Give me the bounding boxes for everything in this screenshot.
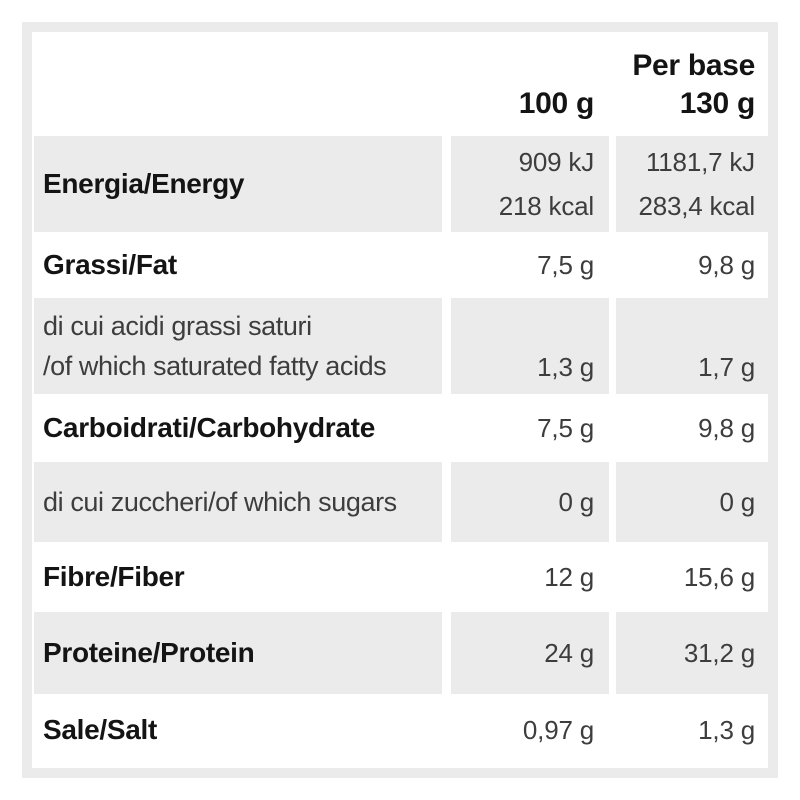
table-frame: 100 g Per base 130 g Energia/Energy 909 … bbox=[22, 22, 778, 778]
row-salt: Sale/Salt 0,97 g 1,3 g bbox=[34, 699, 768, 761]
row-fiber: Fibre/Fiber 12 g 15,6 g bbox=[34, 547, 768, 607]
row-carbohydrate-label-cell: Carboidrati/Carbohydrate bbox=[34, 399, 442, 457]
row-sugars-per-base-cell: 0 g bbox=[616, 462, 768, 542]
per-base-header-line1: Per base bbox=[632, 49, 755, 82]
row-salt-per-base-cell: 1,3 g bbox=[616, 699, 768, 761]
row-carbohydrate-per-base-cell: 9,8 g bbox=[616, 399, 768, 457]
row-sugars: di cui zuccheri/of which sugars 0 g 0 g bbox=[34, 462, 768, 542]
value-per-base: 31,2 g bbox=[683, 638, 755, 668]
row-carbohydrate-per-100g-cell: 7,5 g bbox=[451, 399, 609, 457]
value-per-100g: 7,5 g bbox=[537, 413, 594, 443]
row-fiber-per-100g-cell: 12 g bbox=[451, 547, 609, 607]
header-empty-cell bbox=[34, 39, 442, 131]
value-per-100g: 0 g bbox=[558, 487, 594, 517]
row-carbohydrate: Carboidrati/Carbohydrate 7,5 g 9,8 g bbox=[34, 399, 768, 457]
value-per-base: 1,3 g bbox=[698, 715, 755, 745]
row-label: Proteine/Protein bbox=[43, 637, 255, 668]
value-per-base: 0 g bbox=[719, 487, 755, 517]
per-base-header-line2: 130 g bbox=[679, 87, 756, 120]
value-per-100g: 12 g bbox=[544, 562, 594, 592]
value-kcal-per-base: 283,4 kcal bbox=[638, 191, 755, 221]
row-sugars-per-100g-cell: 0 g bbox=[451, 462, 609, 542]
row-salt-per-100g-cell: 0,97 g bbox=[451, 699, 609, 761]
row-label-line2: /of which saturated fatty acids bbox=[43, 351, 387, 381]
value-per-100g: 1,3 g bbox=[537, 352, 594, 382]
row-fiber-label-cell: Fibre/Fiber bbox=[34, 547, 442, 607]
value-per-100g: 24 g bbox=[544, 638, 594, 668]
row-saturated-fat: di cui acidi grassi saturi /of which sat… bbox=[34, 298, 768, 394]
row-protein-per-base-cell: 31,2 g bbox=[616, 612, 768, 694]
value-kcal-per-100g: 218 kcal bbox=[498, 191, 594, 221]
row-protein: Proteine/Protein 24 g 31,2 g bbox=[34, 612, 768, 694]
table-header: 100 g Per base 130 g bbox=[34, 39, 768, 131]
row-energy-per-100g-cell: 909 kJ 218 kcal bbox=[451, 136, 609, 232]
value-per-100g: 0,97 g bbox=[522, 715, 594, 745]
row-energy: Energia/Energy 909 kJ 218 kcal 1181,7 kJ… bbox=[34, 136, 768, 232]
column-header-per-100g: 100 g bbox=[451, 39, 609, 131]
row-label: di cui zuccheri/of which sugars bbox=[43, 487, 397, 517]
per-100g-header-label: 100 g bbox=[518, 87, 595, 120]
value-per-base: 9,8 g bbox=[698, 413, 755, 443]
row-saturated-fat-per-base-cell: 1,7 g bbox=[616, 298, 768, 394]
value-kj-per-base: 1181,7 kJ bbox=[645, 147, 755, 177]
value-kj-per-100g: 909 kJ bbox=[518, 147, 595, 177]
row-fat-per-base-cell: 9,8 g bbox=[616, 237, 768, 293]
row-label-line1: di cui acidi grassi saturi bbox=[43, 311, 312, 341]
row-label: Carboidrati/Carbohydrate bbox=[43, 412, 375, 443]
value-per-100g: 7,5 g bbox=[537, 250, 594, 280]
row-sugars-label-cell: di cui zuccheri/of which sugars bbox=[34, 462, 442, 542]
row-saturated-fat-per-100g-cell: 1,3 g bbox=[451, 298, 609, 394]
value-per-base: 9,8 g bbox=[698, 250, 755, 280]
row-energy-per-base-cell: 1181,7 kJ 283,4 kcal bbox=[616, 136, 768, 232]
row-salt-label-cell: Sale/Salt bbox=[34, 699, 442, 761]
row-fat: Grassi/Fat 7,5 g 9,8 g bbox=[34, 237, 768, 293]
row-label: Energia/Energy bbox=[43, 168, 245, 199]
row-energy-label-cell: Energia/Energy bbox=[34, 136, 442, 232]
row-protein-label-cell: Proteine/Protein bbox=[34, 612, 442, 694]
column-header-per-base: Per base 130 g bbox=[616, 39, 768, 131]
row-label: Grassi/Fat bbox=[43, 249, 177, 280]
row-fat-per-100g-cell: 7,5 g bbox=[451, 237, 609, 293]
row-label: Fibre/Fiber bbox=[43, 561, 185, 592]
value-per-base: 15,6 g bbox=[683, 562, 755, 592]
row-label: Sale/Salt bbox=[43, 714, 158, 745]
row-saturated-fat-label-cell: di cui acidi grassi saturi /of which sat… bbox=[34, 298, 442, 394]
row-fiber-per-base-cell: 15,6 g bbox=[616, 547, 768, 607]
row-protein-per-100g-cell: 24 g bbox=[451, 612, 609, 694]
value-per-base: 1,7 g bbox=[698, 352, 755, 382]
row-fat-label-cell: Grassi/Fat bbox=[34, 237, 442, 293]
